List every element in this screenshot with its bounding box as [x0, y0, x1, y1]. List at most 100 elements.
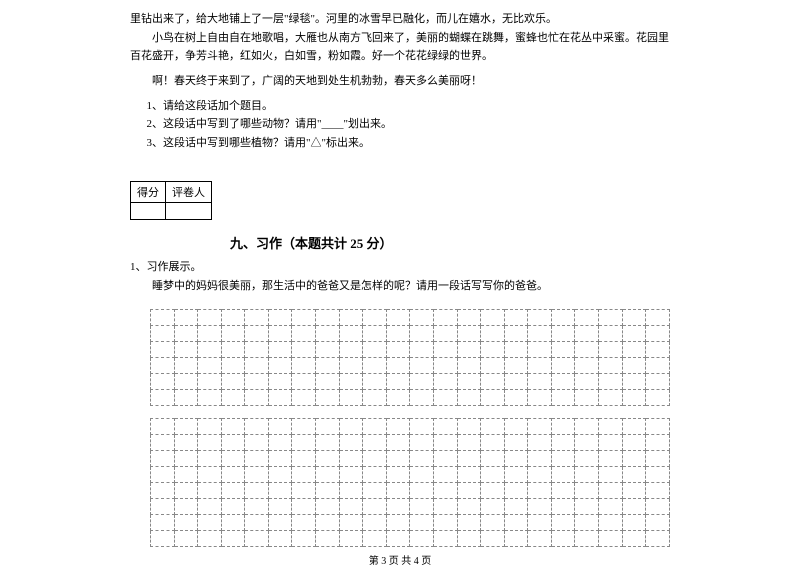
grid-cell — [221, 531, 245, 547]
grid-cell — [245, 515, 269, 531]
grid-cell — [646, 390, 670, 406]
grid-cell — [363, 326, 387, 342]
grid-cell — [363, 374, 387, 390]
grid-cell — [575, 310, 599, 326]
grid-cell — [292, 451, 316, 467]
score-label: 得分 — [131, 181, 166, 202]
grid-cell — [339, 499, 363, 515]
grid-cell — [528, 435, 552, 451]
grid-cell — [575, 515, 599, 531]
grid-cell — [433, 451, 457, 467]
grid-cell — [433, 499, 457, 515]
grid-cell — [457, 531, 481, 547]
writing-prompt: 1、习作展示。 睡梦中的妈妈很美丽，那生活中的爸爸又是怎样的呢？请用一段话写写你… — [130, 258, 670, 295]
grid-cell — [551, 435, 575, 451]
grid-cell — [316, 310, 340, 326]
grid-cell — [151, 483, 175, 499]
grid-cell — [339, 419, 363, 435]
grid-cell — [268, 390, 292, 406]
grid-cell — [575, 326, 599, 342]
grid-cell — [622, 467, 646, 483]
grid-cell — [504, 435, 528, 451]
grid-cell — [622, 451, 646, 467]
grid-cell — [339, 451, 363, 467]
grid-cell — [268, 310, 292, 326]
question-3: 3、这段话中写到哪些植物？请用"△"标出来。 — [147, 134, 671, 153]
grid-cell — [292, 374, 316, 390]
writing-desc: 睡梦中的妈妈很美丽，那生活中的爸爸又是怎样的呢？请用一段话写写你的爸爸。 — [130, 277, 670, 296]
grid-cell — [174, 483, 198, 499]
passage-line-2: 小鸟在树上自由自在地歌唱，大雁也从南方飞回来了，美丽的蝴蝶在跳舞，蜜蜂也忙在花丛… — [130, 29, 670, 66]
grid-cell — [151, 310, 175, 326]
grid-cell — [363, 435, 387, 451]
writing-grid-2 — [150, 418, 670, 547]
grid-cell — [386, 358, 410, 374]
grid-cell — [504, 310, 528, 326]
grid-cell — [316, 342, 340, 358]
grid-cell — [174, 358, 198, 374]
grid-cell — [481, 531, 505, 547]
grid-cell — [457, 358, 481, 374]
grid-cell — [386, 374, 410, 390]
grid-cell — [481, 435, 505, 451]
grid-cell — [292, 419, 316, 435]
grid-cell — [528, 390, 552, 406]
grid-cell — [316, 531, 340, 547]
grid-cell — [551, 419, 575, 435]
grid-cell — [457, 390, 481, 406]
grid-cell — [268, 483, 292, 499]
grid-cell — [575, 342, 599, 358]
passage-line-1: 里钻出来了，给大地铺上了一层"绿毯"。河里的冰雪早已融化，而儿在嬉水，无比欢乐。 — [130, 10, 670, 29]
grid-cell — [410, 531, 434, 547]
grid-cell — [292, 390, 316, 406]
grid-cell — [198, 326, 222, 342]
grid-cell — [268, 342, 292, 358]
grid-cell — [410, 419, 434, 435]
grid-cell — [151, 499, 175, 515]
grid-cell — [245, 531, 269, 547]
grid-cell — [528, 451, 552, 467]
grid-cell — [386, 515, 410, 531]
grid-cell — [551, 390, 575, 406]
question-1: 1、请给这段话加个题目。 — [147, 97, 671, 116]
grid-cell — [245, 310, 269, 326]
grid-cell — [481, 483, 505, 499]
grid-cell — [457, 342, 481, 358]
grid-cell — [221, 483, 245, 499]
grid-cell — [646, 326, 670, 342]
grid-cell — [504, 499, 528, 515]
grid-cell — [221, 390, 245, 406]
grid-cell — [198, 390, 222, 406]
grid-cell — [481, 310, 505, 326]
grid-cell — [410, 358, 434, 374]
grid-cell — [316, 435, 340, 451]
grid-cell — [457, 326, 481, 342]
grid-cell — [151, 374, 175, 390]
grid-cell — [151, 515, 175, 531]
grid-cell — [598, 358, 622, 374]
grid-cell — [245, 358, 269, 374]
grid-cell — [221, 342, 245, 358]
grid-cell — [598, 515, 622, 531]
grid-cell — [221, 310, 245, 326]
grid-cell — [410, 467, 434, 483]
grid-cell — [504, 483, 528, 499]
grid-cell — [268, 358, 292, 374]
grid-cell — [598, 467, 622, 483]
score-table: 得分 评卷人 — [130, 181, 212, 220]
grid-cell — [433, 390, 457, 406]
grid-cell — [433, 531, 457, 547]
grid-cell — [622, 342, 646, 358]
grid-cell — [528, 419, 552, 435]
grid-cell — [198, 531, 222, 547]
grid-cell — [622, 499, 646, 515]
grid-cell — [646, 310, 670, 326]
grid-cell — [386, 499, 410, 515]
grid-cell — [363, 419, 387, 435]
reading-passage: 里钻出来了，给大地铺上了一层"绿毯"。河里的冰雪早已融化，而儿在嬉水，无比欢乐。… — [130, 10, 670, 91]
grid-cell — [457, 467, 481, 483]
grid-cell — [575, 467, 599, 483]
grid-cell — [504, 467, 528, 483]
grid-cell — [575, 390, 599, 406]
grid-cell — [221, 358, 245, 374]
